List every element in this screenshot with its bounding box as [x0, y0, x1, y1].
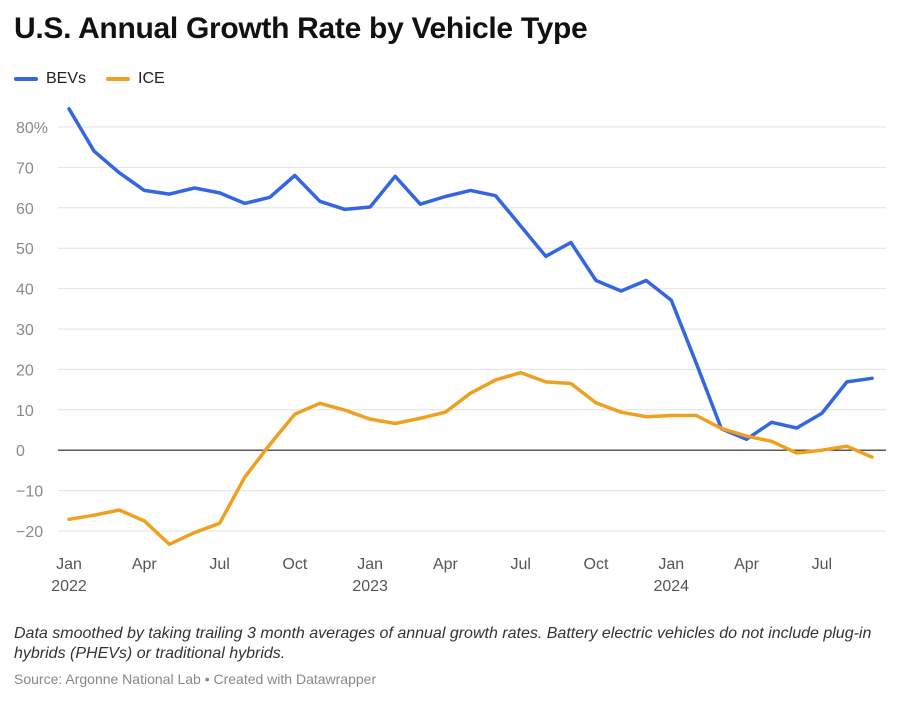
x-tick-label: Oct: [584, 556, 609, 573]
y-tick-label: −20: [16, 524, 43, 541]
x-tick-label: Jan: [658, 556, 684, 573]
legend-label-bevs: BEVs: [46, 70, 87, 87]
chart-title: U.S. Annual Growth Rate by Vehicle Type: [14, 12, 588, 45]
y-tick-label: 60: [16, 201, 34, 218]
line-chart: −20 −10 0 10 20 30 40 50 60 70 80% Jan 2022 Apr Jul Oc…: [16, 107, 886, 595]
legend-swatch-ice: [106, 77, 131, 81]
y-tick-label: 30: [16, 322, 34, 339]
series-line-ice: [67, 370, 874, 547]
x-tick-label: Jul: [209, 556, 229, 573]
y-tick-label: 50: [16, 241, 34, 258]
series-lines: [67, 107, 874, 547]
x-tick-label: Jan: [357, 556, 383, 573]
legend-item-ice: ICE: [106, 70, 165, 88]
y-axis: −20 −10 0 10 20 30 40 50 60 70 80%: [16, 120, 48, 541]
y-tick-label: 80%: [16, 120, 48, 137]
gridlines: [58, 126, 886, 532]
x-tick-label: Jan: [56, 556, 82, 573]
x-tick-label: Oct: [282, 556, 307, 573]
y-tick-label: 10: [16, 403, 34, 420]
x-tick-label: Apr: [433, 556, 459, 573]
legend-item-bevs: BEVs: [14, 70, 86, 88]
legend-swatch-bevs: [14, 77, 38, 81]
y-tick-label: 20: [16, 362, 34, 379]
x-tick-year-label: 2023: [352, 578, 388, 595]
x-tick-year-label: 2022: [51, 578, 87, 595]
chart-note: Data smoothed by taking trailing 3 month…: [14, 625, 872, 662]
y-tick-label: 0: [16, 443, 25, 460]
x-tick-label: Jul: [812, 556, 832, 573]
x-tick-label: Apr: [734, 556, 760, 573]
chart-source: Source: Argonne National Lab • Created w…: [14, 671, 377, 687]
legend-label-ice: ICE: [138, 70, 165, 87]
y-tick-label: 70: [16, 160, 34, 177]
x-tick-year-label: 2024: [653, 578, 689, 595]
x-tick-label: Jul: [510, 556, 530, 573]
x-tick-label: Apr: [132, 556, 158, 573]
legend: BEVs ICE: [14, 70, 185, 88]
y-tick-label: −10: [16, 484, 43, 501]
x-axis: Jan 2022 Apr Jul Oct Jan 2023 Apr Jul Oct Jan 2024 A…: [51, 556, 832, 595]
series-line-bevs: [67, 107, 874, 442]
y-tick-label: 40: [16, 282, 34, 299]
